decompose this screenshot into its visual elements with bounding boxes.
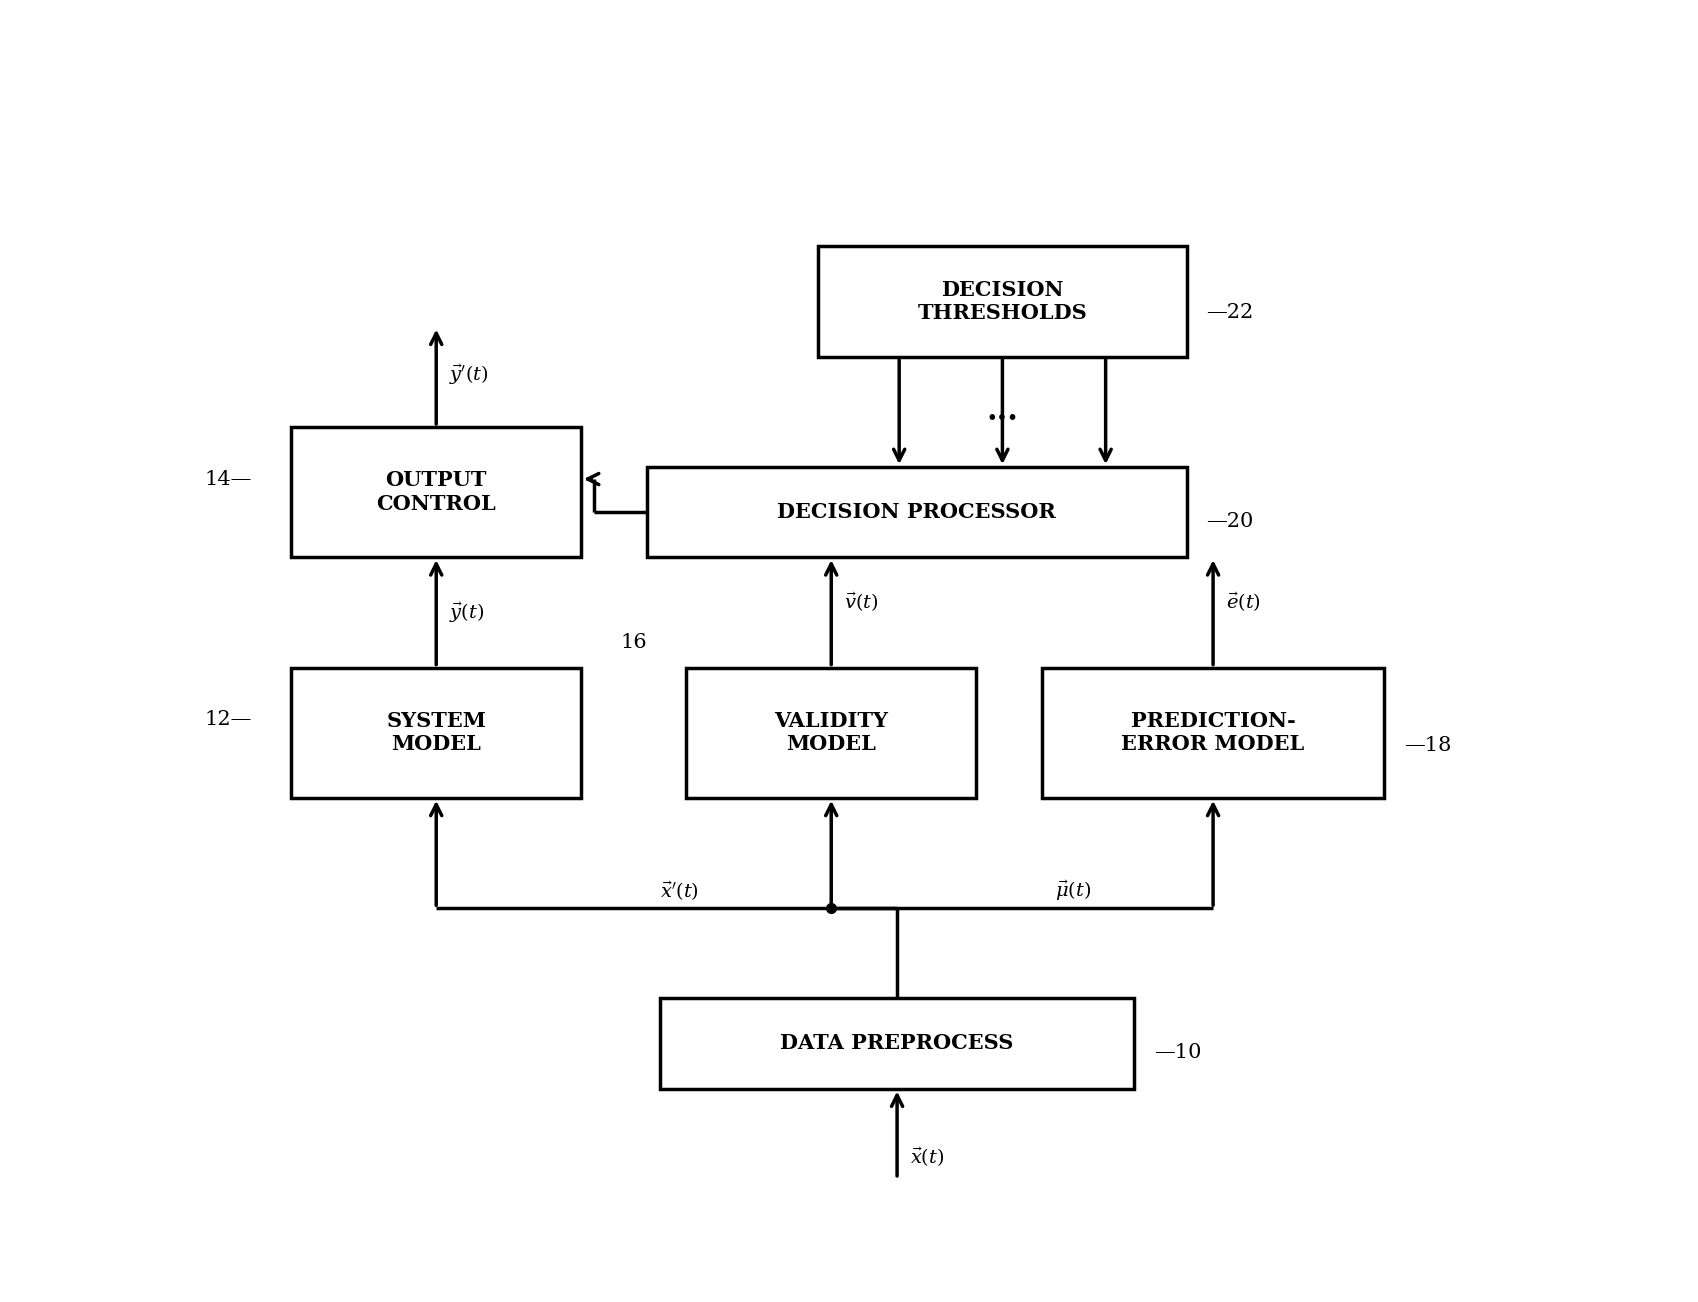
Text: PREDICTION-
ERROR MODEL: PREDICTION- ERROR MODEL — [1121, 711, 1304, 754]
Text: VALIDITY
MODEL: VALIDITY MODEL — [774, 711, 888, 754]
Bar — [818, 246, 1185, 357]
Text: OUTPUT
CONTROL: OUTPUT CONTROL — [377, 470, 496, 514]
Text: —22: —22 — [1206, 303, 1253, 322]
Bar — [661, 999, 1134, 1088]
Text: —18: —18 — [1403, 736, 1450, 755]
Text: $\vec{y}'(t)$: $\vec{y}'(t)$ — [448, 362, 489, 387]
Text: $\vec{x}'(t)$: $\vec{x}'(t)$ — [659, 880, 698, 904]
Text: 14—: 14— — [204, 470, 251, 488]
Text: 16: 16 — [620, 634, 647, 652]
Text: $\vec{v}(t)$: $\vec{v}(t)$ — [844, 591, 878, 615]
Bar — [686, 668, 975, 798]
Bar — [647, 467, 1185, 557]
Text: 12—: 12— — [204, 710, 251, 729]
Text: —20: —20 — [1206, 512, 1253, 531]
Text: DECISION PROCESSOR: DECISION PROCESSOR — [778, 503, 1056, 522]
Text: ...: ... — [987, 396, 1017, 427]
Text: $\vec{y}(t)$: $\vec{y}(t)$ — [448, 600, 484, 625]
Bar — [1041, 668, 1384, 798]
Text: $\vec{x}(t)$: $\vec{x}(t)$ — [910, 1146, 944, 1169]
Text: DATA PREPROCESS: DATA PREPROCESS — [779, 1034, 1014, 1053]
Text: $\vec{\mu}(t)$: $\vec{\mu}(t)$ — [1054, 879, 1090, 904]
Text: SYSTEM
MODEL: SYSTEM MODEL — [385, 711, 486, 754]
Text: $\vec{e}(t)$: $\vec{e}(t)$ — [1226, 591, 1260, 615]
Text: —10: —10 — [1153, 1043, 1200, 1062]
Bar — [292, 668, 581, 798]
Text: DECISION
THRESHOLDS: DECISION THRESHOLDS — [917, 280, 1087, 323]
Bar — [292, 427, 581, 557]
